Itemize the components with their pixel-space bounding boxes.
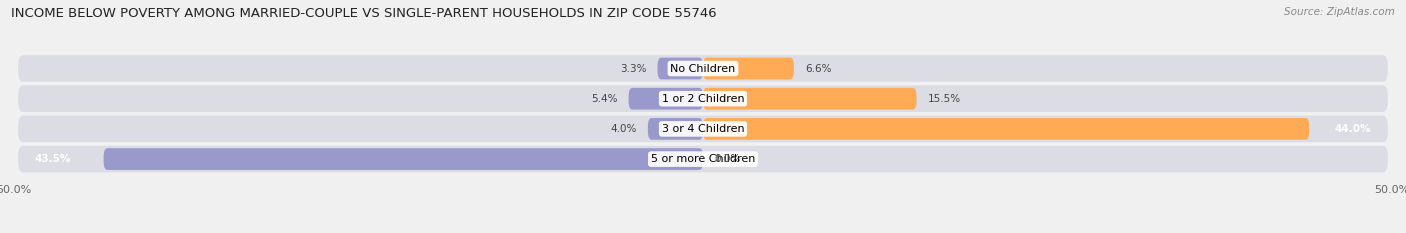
Text: 6.6%: 6.6%: [806, 64, 831, 73]
FancyBboxPatch shape: [18, 55, 1388, 82]
Text: 0.0%: 0.0%: [714, 154, 741, 164]
Text: No Children: No Children: [671, 64, 735, 73]
Text: 3.3%: 3.3%: [620, 64, 647, 73]
Text: 5.4%: 5.4%: [591, 94, 617, 104]
FancyBboxPatch shape: [628, 88, 703, 110]
FancyBboxPatch shape: [18, 116, 1388, 142]
Text: 44.0%: 44.0%: [1334, 124, 1371, 134]
FancyBboxPatch shape: [18, 146, 1388, 172]
FancyBboxPatch shape: [648, 118, 703, 140]
Text: 3 or 4 Children: 3 or 4 Children: [662, 124, 744, 134]
FancyBboxPatch shape: [703, 88, 917, 110]
FancyBboxPatch shape: [703, 118, 1309, 140]
FancyBboxPatch shape: [703, 58, 794, 79]
Text: 4.0%: 4.0%: [610, 124, 637, 134]
FancyBboxPatch shape: [658, 58, 703, 79]
Text: 5 or more Children: 5 or more Children: [651, 154, 755, 164]
Text: INCOME BELOW POVERTY AMONG MARRIED-COUPLE VS SINGLE-PARENT HOUSEHOLDS IN ZIP COD: INCOME BELOW POVERTY AMONG MARRIED-COUPL…: [11, 7, 717, 20]
FancyBboxPatch shape: [104, 148, 703, 170]
Text: 15.5%: 15.5%: [928, 94, 960, 104]
Text: 1 or 2 Children: 1 or 2 Children: [662, 94, 744, 104]
Text: Source: ZipAtlas.com: Source: ZipAtlas.com: [1284, 7, 1395, 17]
FancyBboxPatch shape: [18, 86, 1388, 112]
Text: 43.5%: 43.5%: [35, 154, 72, 164]
